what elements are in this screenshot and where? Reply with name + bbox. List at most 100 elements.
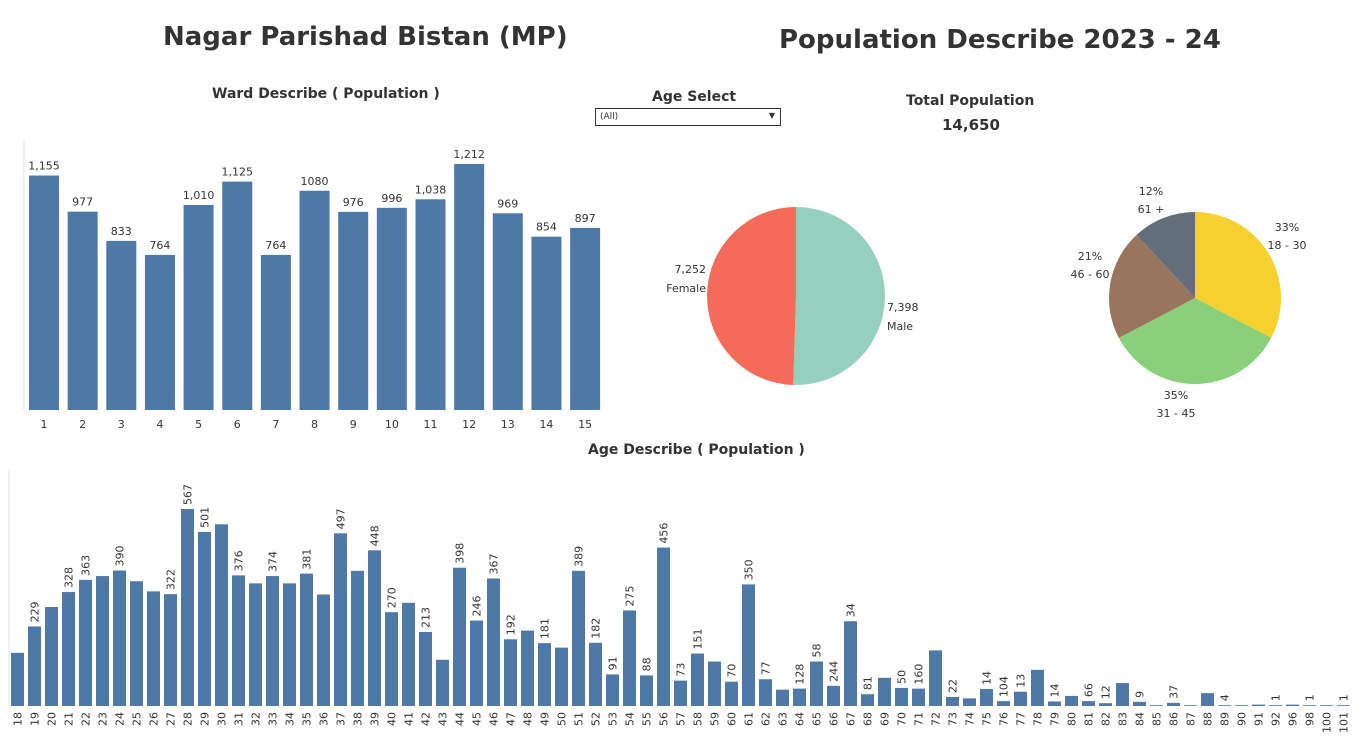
age-select-dropdown[interactable]: (All) ▼ [595, 108, 781, 126]
age-tick-label: 20 [46, 712, 59, 726]
age-tick-label: 76 [998, 712, 1011, 726]
age-bar-value-label: 182 [590, 618, 603, 639]
age-tick-label: 56 [658, 712, 671, 726]
age-bar [300, 573, 313, 706]
age-bar [419, 631, 432, 706]
age-bar [181, 509, 194, 706]
ward-bar [106, 240, 137, 410]
age-bar [487, 578, 500, 706]
ward-bar [454, 163, 485, 410]
age-bar-value-label: 77 [760, 661, 773, 675]
age-bar [1082, 701, 1095, 706]
age-tick-label: 49 [539, 712, 552, 726]
age-tick-label: 68 [862, 712, 875, 726]
age-group-pie-slice [1118, 298, 1272, 385]
age-group-percent-label: 12% [1139, 185, 1163, 198]
age-bar-value-label: 104 [998, 676, 1011, 697]
age-bar-value-label: 160 [913, 664, 926, 685]
age-bar [351, 570, 364, 706]
age-bar [96, 576, 109, 706]
age-bar-value-label: 181 [539, 618, 552, 639]
age-bar-value-label: 1 [1270, 694, 1283, 701]
ward-tick-label: 4 [156, 418, 163, 431]
ward-tick-label: 6 [234, 418, 241, 431]
age-bar [1269, 705, 1282, 706]
age-bar [1218, 705, 1231, 706]
age-bar [283, 583, 296, 706]
age-bar [555, 647, 568, 706]
age-bar [334, 533, 347, 706]
age-bar-value-label: 456 [658, 523, 671, 544]
age-tick-label: 85 [1151, 712, 1164, 726]
age-bar [147, 591, 160, 706]
age-bar [640, 675, 653, 706]
age-bar-value-label: 14 [981, 671, 994, 685]
age-tick-label: 50 [556, 712, 569, 726]
ward-bar-value-label: 854 [536, 221, 557, 234]
age-group-range-label: 31 - 45 [1157, 407, 1196, 420]
age-bar [963, 698, 976, 706]
age-tick-label: 35 [301, 712, 314, 726]
age-tick-label: 43 [437, 712, 450, 726]
age-group-pie-slice [1109, 234, 1195, 338]
ward-bar [570, 227, 601, 410]
age-tick-label: 65 [811, 712, 824, 726]
age-bar-value-label: 322 [165, 569, 178, 590]
age-tick-label: 67 [845, 712, 858, 726]
age-bar [674, 680, 687, 706]
age-tick-label: 75 [981, 712, 994, 726]
age-bar [1235, 705, 1248, 706]
ward-tick-label: 5 [195, 418, 202, 431]
ward-bar [67, 211, 98, 410]
age-tick-label: 24 [114, 712, 127, 726]
age-bar [776, 689, 789, 706]
age-bar [827, 685, 840, 706]
age-tick-label: 70 [896, 712, 909, 726]
age-bar [912, 688, 925, 706]
age-bar-value-label: 374 [267, 551, 280, 572]
age-tick-label: 69 [879, 712, 892, 726]
age-tick-label: 32 [250, 712, 263, 726]
age-bar [742, 584, 755, 706]
age-bar-value-label: 244 [828, 661, 841, 682]
age-bar-value-label: 376 [233, 550, 246, 571]
age-bar-value-label: 34 [845, 603, 858, 617]
age-tick-label: 59 [709, 712, 722, 726]
age-select-label: Age Select [652, 89, 737, 105]
age-tick-label: 81 [1083, 712, 1096, 726]
age-bar [997, 701, 1010, 706]
ward-bar-value-label: 897 [575, 212, 596, 225]
age-tick-label: 60 [726, 712, 739, 726]
age-bar-value-label: 91 [607, 656, 620, 670]
age-bar-value-label: 246 [471, 596, 484, 617]
age-tick-label: 28 [182, 712, 195, 726]
age-bar-value-label: 12 [1100, 685, 1113, 699]
ward-bar [338, 211, 369, 410]
age-tick-label: 44 [454, 712, 467, 726]
age-bar-value-label: 1 [1304, 694, 1317, 701]
age-bar [572, 570, 585, 706]
age-bar [1150, 705, 1163, 706]
age-tick-label: 64 [794, 712, 807, 726]
age-bar [861, 694, 874, 706]
age-group-pie-slice [1136, 212, 1195, 298]
age-bar [402, 602, 415, 706]
age-bar [606, 674, 619, 706]
age-tick-label: 31 [233, 712, 246, 726]
gender-pie-slice [793, 207, 885, 385]
age-tick-label: 33 [267, 712, 280, 726]
caret-down-icon[interactable]: ▼ [768, 111, 775, 120]
age-bar [623, 610, 636, 706]
age-tick-label: 42 [420, 712, 433, 726]
age-tick-label: 27 [165, 712, 178, 726]
age-bar [793, 688, 806, 706]
age-tick-label: 89 [1219, 712, 1232, 726]
ward-tick-label: 13 [501, 418, 515, 431]
ward-bar [29, 175, 59, 410]
age-bar [317, 594, 330, 706]
ward-tick-label: 7 [272, 418, 279, 431]
ward-bar-value-label: 833 [111, 225, 132, 238]
ward-bar [222, 181, 253, 410]
age-bar [1320, 705, 1333, 706]
ward-bar-value-label: 1080 [301, 175, 329, 188]
